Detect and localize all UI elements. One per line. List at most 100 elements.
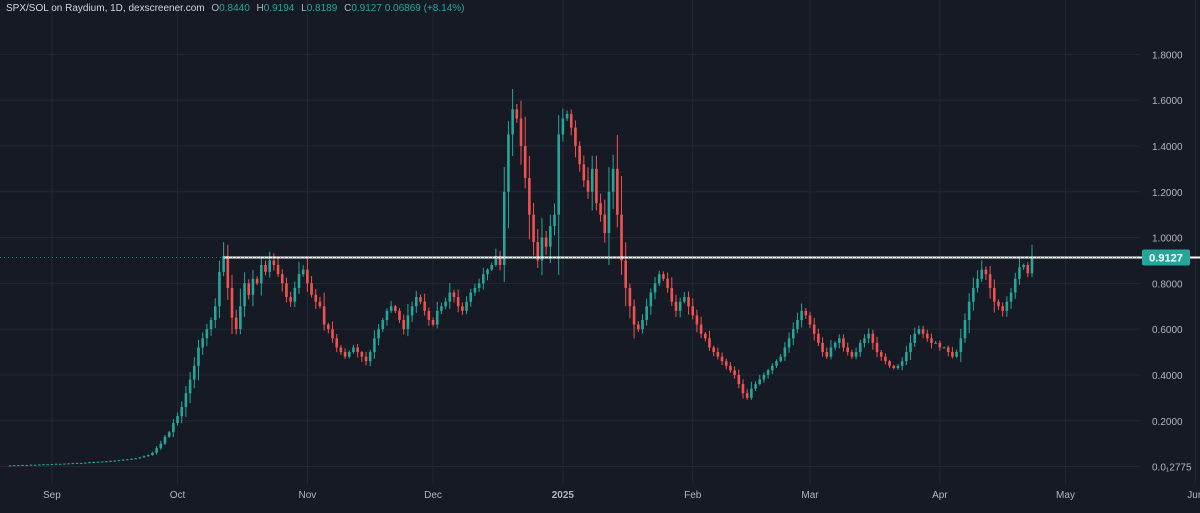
candle-body — [184, 393, 188, 408]
candle-body — [666, 278, 669, 288]
candle-body — [113, 460, 117, 462]
candle-body — [75, 462, 79, 464]
candle-body — [255, 278, 259, 284]
last-price-badge-label: 0.9127 — [1149, 253, 1183, 265]
candle-body — [176, 416, 179, 424]
candle-body — [125, 459, 129, 461]
chart-legend: SPX/SOL on Raydium, 1D, dexscreener.com … — [6, 3, 464, 14]
candle-body — [934, 342, 937, 344]
candle-body — [817, 333, 820, 343]
candle-body — [402, 319, 406, 330]
candle-body — [892, 365, 896, 369]
candle-body — [25, 464, 29, 466]
candle-body — [976, 278, 979, 288]
candle-body — [745, 393, 749, 398]
candle-body — [289, 297, 292, 302]
candle-body — [951, 352, 954, 357]
candle-body — [779, 356, 782, 362]
candle-body — [657, 274, 661, 284]
candle-body — [230, 287, 234, 318]
candle-body — [791, 329, 795, 339]
candle-body — [854, 352, 858, 357]
candle-body — [172, 423, 175, 433]
candle-body — [984, 269, 988, 275]
price-axis[interactable]: 1.8000 1.6000 1.4000 1.2000 1.0000 0.8000 0.60… — [1152, 50, 1192, 473]
candle-body — [662, 274, 665, 279]
candle-body — [925, 333, 929, 339]
candle-body — [96, 461, 100, 463]
price-tick-label: 0.0₁2775 — [1152, 463, 1192, 474]
time-tick-label: Sep — [43, 490, 61, 501]
candle-body — [419, 297, 422, 302]
candle-body — [595, 168, 598, 204]
candle-body — [21, 464, 24, 466]
candle-body — [515, 109, 519, 119]
candle-body — [838, 338, 841, 343]
candle-body — [188, 379, 192, 394]
candle-body — [272, 260, 276, 266]
candle-body — [151, 452, 154, 456]
candle-body — [754, 384, 757, 389]
candle-body — [896, 365, 900, 369]
time-tick-label: Dec — [424, 490, 442, 501]
candle-body — [737, 374, 741, 385]
candle-body — [452, 292, 456, 298]
candle-body — [117, 460, 121, 462]
candle-body — [628, 287, 632, 307]
candle-body — [724, 361, 728, 366]
time-tick-label: Jun — [1187, 490, 1200, 501]
candle-body — [268, 260, 271, 272]
candle-body — [683, 297, 686, 302]
high-value: 0.9194 — [263, 3, 295, 14]
candle-body — [84, 462, 87, 464]
candle-body — [783, 347, 787, 357]
candle-body — [38, 464, 41, 466]
price-tick-label: 1.8000 — [1152, 50, 1183, 61]
candle-body — [213, 306, 217, 320]
candle-body — [8, 465, 12, 467]
candle-body — [1013, 278, 1017, 293]
candle-body — [758, 379, 762, 385]
candle-body — [331, 329, 334, 339]
candle-body — [590, 168, 594, 192]
candle-body — [955, 352, 958, 357]
time-axis[interactable]: Sep Oct Nov Dec 2025 Feb Mar Apr May Jun — [43, 490, 1200, 501]
candle-body — [766, 370, 770, 375]
candle-body — [456, 297, 460, 307]
candle-body — [490, 265, 493, 270]
time-tick-label: 2025 — [552, 490, 575, 501]
candle-body — [335, 338, 339, 348]
candle-body — [67, 463, 70, 465]
time-tick-label: Oct — [170, 490, 186, 501]
candle-body — [561, 118, 565, 135]
open-label: O — [211, 3, 220, 14]
candle-body — [846, 347, 850, 353]
candle-body — [347, 352, 351, 357]
candle-body — [498, 255, 502, 266]
candle-body — [946, 347, 950, 353]
candle-body — [167, 432, 171, 437]
candle-body — [536, 242, 540, 261]
candle-body — [993, 287, 996, 302]
candle-body — [796, 319, 799, 330]
candle-body — [482, 274, 485, 284]
candle-body — [473, 287, 477, 293]
candle-body — [624, 260, 628, 288]
candle-body — [641, 319, 644, 330]
candle-body — [406, 315, 410, 330]
candle-body — [293, 287, 297, 302]
candle-body — [1005, 301, 1009, 311]
candle-body — [138, 457, 142, 459]
candle-body — [414, 297, 418, 307]
last-price-badge: 0.9127 — [1142, 249, 1190, 266]
candle-body — [360, 352, 364, 357]
candle-body — [540, 237, 544, 261]
candle-body — [146, 455, 150, 457]
candle-body — [980, 269, 984, 279]
candle-body — [130, 458, 133, 460]
candle-body — [234, 317, 238, 330]
candle-body — [557, 134, 560, 215]
